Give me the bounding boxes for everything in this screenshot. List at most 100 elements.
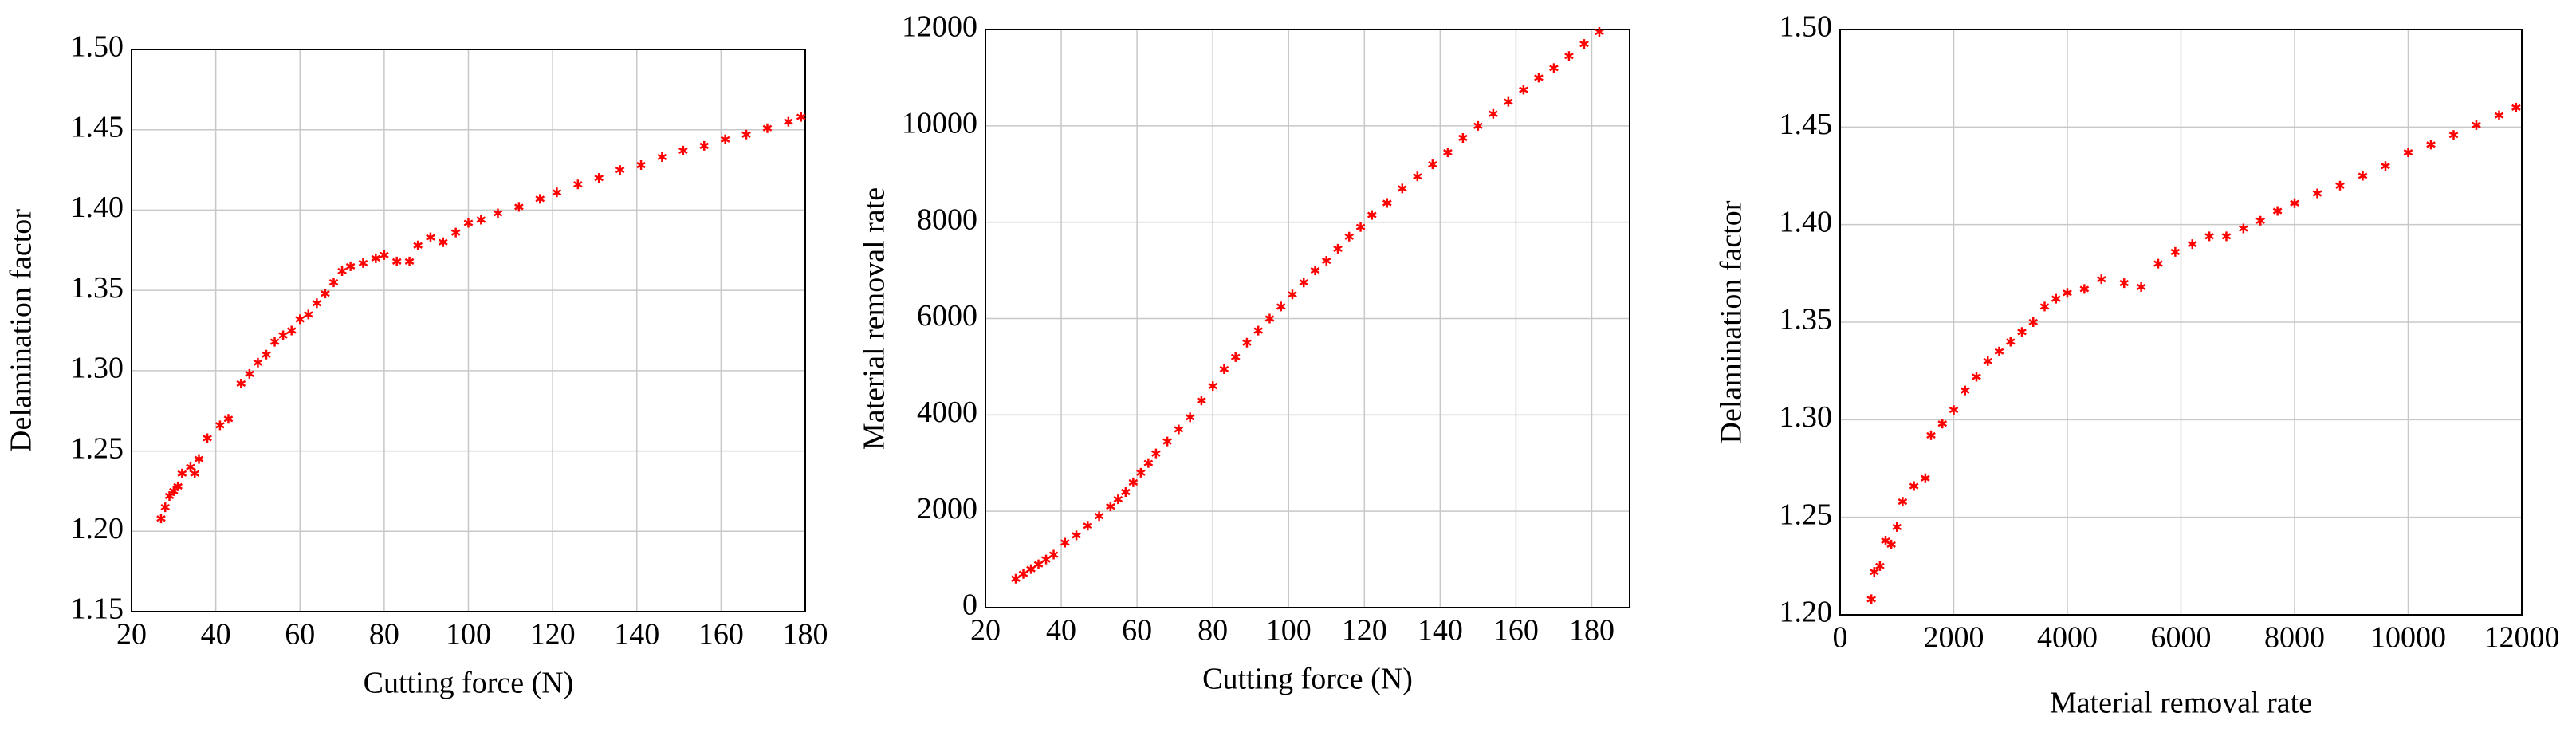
data-point bbox=[1288, 289, 1297, 300]
y-tick-label: 1.40 bbox=[1780, 205, 1833, 238]
data-point bbox=[173, 481, 183, 491]
data-point bbox=[426, 232, 435, 242]
data-point bbox=[741, 129, 751, 140]
data-point bbox=[1219, 364, 1229, 374]
y-tick-label: 12000 bbox=[902, 10, 977, 44]
y-tick-label: 1.35 bbox=[71, 271, 124, 305]
data-point bbox=[2335, 180, 2345, 191]
data-point bbox=[1264, 313, 1275, 324]
data-point bbox=[657, 152, 667, 162]
data-point bbox=[552, 187, 562, 198]
data-point bbox=[1367, 210, 1377, 220]
data-point bbox=[572, 179, 583, 190]
data-point bbox=[2187, 239, 2197, 250]
data-point bbox=[2272, 206, 2283, 216]
data-point bbox=[1909, 481, 1919, 491]
data-point bbox=[1489, 108, 1498, 119]
data-point bbox=[720, 134, 730, 144]
y-tick-label: 1.25 bbox=[71, 431, 124, 465]
data-point bbox=[1443, 148, 1453, 158]
data-point bbox=[194, 454, 204, 464]
data-point bbox=[1151, 448, 1161, 459]
data-point bbox=[1162, 436, 1172, 447]
data-point bbox=[2051, 293, 2061, 304]
x-tick-label: 8000 bbox=[2264, 621, 2325, 655]
data-point bbox=[2028, 317, 2039, 327]
data-point bbox=[2079, 284, 2090, 294]
plot-frame bbox=[1839, 29, 2523, 616]
data-point bbox=[1174, 424, 1184, 435]
data-point bbox=[1921, 473, 1930, 483]
data-point bbox=[1242, 337, 1252, 348]
x-tick-label: 60 bbox=[285, 618, 315, 651]
data-point bbox=[391, 256, 402, 266]
x-tick-label: 160 bbox=[1493, 614, 1539, 648]
data-point bbox=[295, 314, 305, 325]
data-point bbox=[337, 266, 347, 276]
y-axis-label: Delamination factor bbox=[5, 209, 38, 452]
x-tick-label: 160 bbox=[698, 618, 744, 651]
x-tick-label: 10000 bbox=[2370, 621, 2446, 655]
data-point bbox=[1473, 120, 1483, 131]
data-point bbox=[2096, 274, 2106, 285]
data-point bbox=[535, 194, 545, 204]
x-tick-label: 12000 bbox=[2484, 621, 2560, 655]
data-point bbox=[1321, 256, 1331, 266]
data-point bbox=[1994, 346, 2004, 356]
y-tick-label: 10000 bbox=[902, 107, 977, 140]
data-point bbox=[371, 253, 381, 263]
data-point bbox=[2255, 215, 2266, 226]
x-axis-label: Cutting force (N) bbox=[1202, 663, 1413, 696]
data-point bbox=[2239, 223, 2248, 234]
plot-frame bbox=[131, 49, 806, 612]
data-point bbox=[1208, 381, 1217, 392]
data-point bbox=[1892, 522, 1902, 532]
data-point bbox=[160, 502, 171, 513]
data-point bbox=[796, 112, 806, 122]
x-tick-label: 40 bbox=[201, 618, 231, 651]
x-tick-label: 100 bbox=[446, 618, 491, 651]
x-tick-label: 80 bbox=[1198, 614, 1228, 648]
data-point bbox=[1310, 266, 1320, 276]
data-point bbox=[1886, 539, 1896, 549]
data-point bbox=[2381, 161, 2390, 171]
data-point bbox=[380, 250, 389, 260]
x-tick-label: 180 bbox=[1569, 614, 1614, 648]
data-point bbox=[699, 140, 710, 151]
x-tick-label: 4000 bbox=[2037, 621, 2098, 655]
data-point bbox=[1018, 569, 1028, 579]
y-tick-label: 1.35 bbox=[1780, 303, 1833, 337]
data-point bbox=[2426, 140, 2436, 150]
y-tick-label: 2000 bbox=[917, 492, 977, 525]
data-point bbox=[1869, 567, 1879, 577]
data-point bbox=[2312, 188, 2322, 199]
data-point bbox=[1866, 594, 1877, 604]
y-tick-label: 1.30 bbox=[71, 352, 124, 385]
data-point bbox=[2511, 102, 2521, 112]
data-point bbox=[1382, 198, 1392, 208]
data-point bbox=[2039, 301, 2050, 312]
data-point bbox=[450, 227, 461, 238]
x-tick-label: 60 bbox=[1122, 614, 1152, 648]
data-point bbox=[321, 289, 330, 299]
x-tick-label: 100 bbox=[1266, 614, 1312, 648]
data-point bbox=[245, 368, 254, 379]
data-point bbox=[476, 215, 486, 225]
data-point bbox=[186, 462, 195, 472]
data-point bbox=[1048, 549, 1059, 560]
data-point bbox=[177, 468, 187, 478]
data-point bbox=[2290, 198, 2299, 208]
y-tick-label: 6000 bbox=[917, 299, 977, 333]
data-point bbox=[1549, 63, 1559, 73]
data-point bbox=[236, 378, 246, 388]
data-point bbox=[1041, 554, 1051, 565]
data-point bbox=[328, 278, 339, 288]
data-point bbox=[1564, 51, 1574, 61]
data-point bbox=[1519, 85, 1528, 95]
data-point bbox=[1128, 477, 1139, 487]
x-tick-label: 20 bbox=[970, 614, 1001, 648]
x-tick-label: 180 bbox=[783, 618, 828, 651]
data-point bbox=[1143, 458, 1154, 468]
data-point bbox=[2063, 288, 2072, 298]
